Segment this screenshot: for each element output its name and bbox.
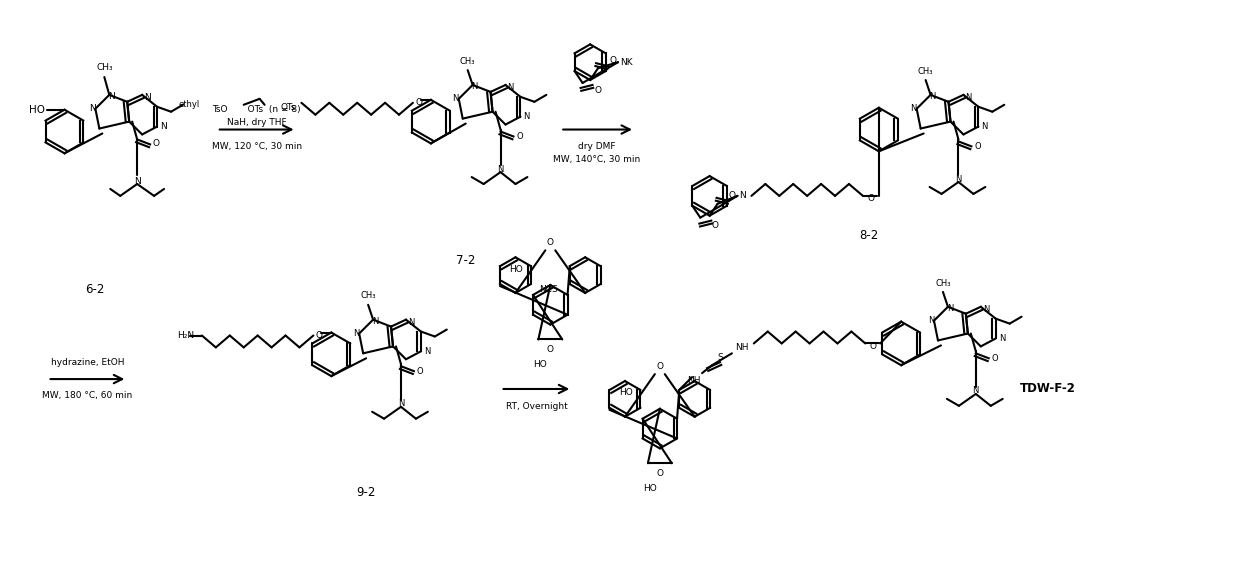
Text: NH: NH <box>735 343 749 352</box>
Text: O: O <box>153 139 160 148</box>
Text: N: N <box>497 164 503 174</box>
Text: N: N <box>408 318 414 327</box>
Text: TsO       OTs  (n = 8): TsO OTs (n = 8) <box>212 105 301 114</box>
Text: O: O <box>417 367 423 376</box>
Text: 9-2: 9-2 <box>356 486 376 500</box>
Text: N: N <box>946 304 954 313</box>
Text: 7-2: 7-2 <box>456 254 475 267</box>
Text: O: O <box>869 342 877 351</box>
Text: MW, 180 °C, 60 min: MW, 180 °C, 60 min <box>42 391 133 400</box>
Text: N: N <box>523 112 529 121</box>
Text: 8-2: 8-2 <box>859 229 878 242</box>
Text: NK: NK <box>620 58 632 67</box>
Text: N: N <box>89 104 95 113</box>
Text: N: N <box>928 316 934 325</box>
Text: CH₃: CH₃ <box>460 57 475 66</box>
Text: N: N <box>471 82 477 91</box>
Text: N: N <box>966 93 972 102</box>
Text: N: N <box>983 305 990 314</box>
Text: ethyl: ethyl <box>179 100 200 109</box>
Text: O: O <box>415 98 423 107</box>
Text: HO: HO <box>29 104 45 115</box>
Text: N: N <box>372 317 378 326</box>
Text: HO: HO <box>510 265 523 274</box>
Text: O: O <box>547 238 554 247</box>
Text: NH: NH <box>687 376 701 385</box>
Text: O: O <box>729 191 737 200</box>
Text: O: O <box>516 132 523 141</box>
Text: N: N <box>930 93 936 102</box>
Text: CH₃: CH₃ <box>95 63 113 71</box>
Text: HO: HO <box>644 484 657 493</box>
Text: N: N <box>998 334 1006 343</box>
Text: H₂N: H₂N <box>177 331 193 340</box>
Text: HO: HO <box>619 388 632 397</box>
Text: 6-2: 6-2 <box>84 283 104 296</box>
Text: N: N <box>398 399 404 408</box>
Text: TDW-F-2: TDW-F-2 <box>1021 383 1076 396</box>
Text: O: O <box>656 361 663 371</box>
Text: hydrazine, EtOH: hydrazine, EtOH <box>51 358 124 367</box>
Text: O: O <box>975 142 981 151</box>
Text: dry DMF: dry DMF <box>578 142 616 151</box>
Text: N: N <box>739 191 745 200</box>
Text: O: O <box>867 194 874 203</box>
Text: O: O <box>594 86 601 95</box>
Text: N: N <box>108 93 114 102</box>
Text: N: N <box>955 175 962 183</box>
Text: N: N <box>910 104 916 113</box>
Text: N: N <box>453 94 459 103</box>
Text: O: O <box>656 469 663 478</box>
Text: OTs: OTs <box>281 103 296 112</box>
Text: RT, Overnight: RT, Overnight <box>506 403 567 411</box>
Text: MW, 120 °C, 30 min: MW, 120 °C, 30 min <box>212 142 301 151</box>
Text: HO: HO <box>533 360 547 369</box>
Text: CH₃: CH₃ <box>935 279 951 288</box>
Text: O: O <box>712 221 719 230</box>
Text: N: N <box>972 387 980 396</box>
Text: O: O <box>547 345 554 354</box>
Text: S: S <box>717 353 723 362</box>
Text: CH₃: CH₃ <box>918 67 934 75</box>
Text: N: N <box>134 176 140 186</box>
Text: O: O <box>316 331 322 340</box>
Text: N: N <box>144 93 151 102</box>
Text: N: N <box>507 83 513 93</box>
Text: O: O <box>992 354 998 363</box>
Text: CH₃: CH₃ <box>361 291 376 300</box>
Text: N: N <box>981 122 988 131</box>
Text: NCS: NCS <box>538 286 557 295</box>
Text: N: N <box>424 347 430 356</box>
Text: NaH, dry THF: NaH, dry THF <box>227 118 286 127</box>
Text: MW, 140°C, 30 min: MW, 140°C, 30 min <box>553 155 641 164</box>
Text: O: O <box>610 56 616 65</box>
Text: N: N <box>353 329 360 338</box>
Text: N: N <box>160 122 167 131</box>
